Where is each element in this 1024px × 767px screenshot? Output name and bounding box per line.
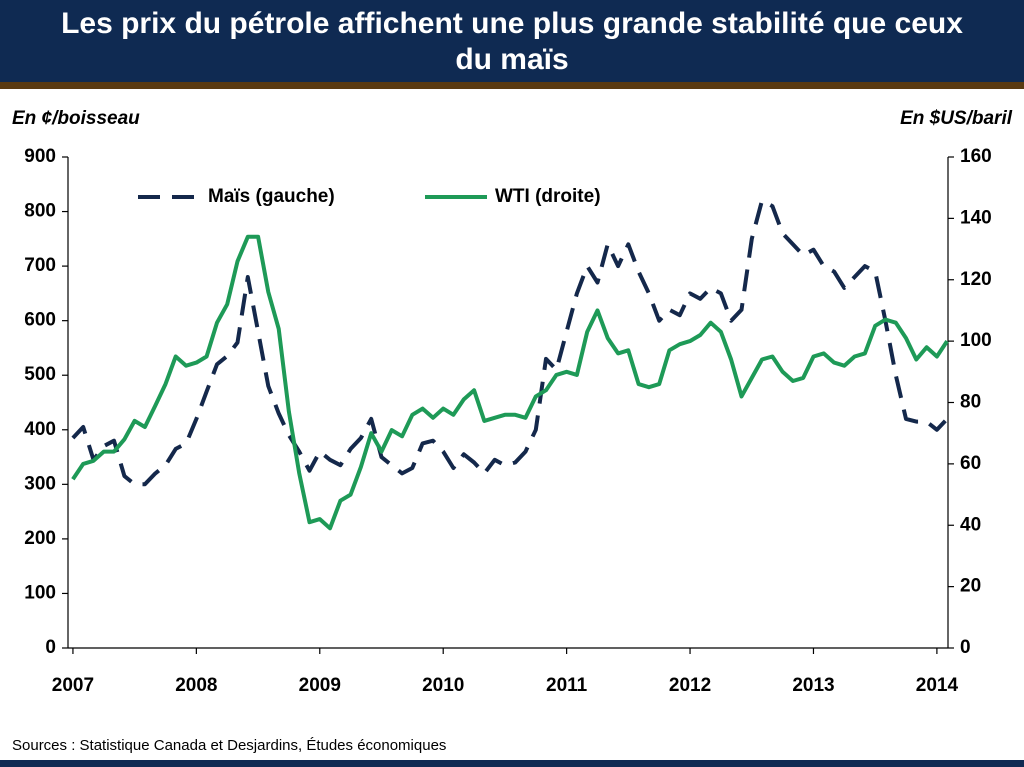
y2-tick-label: 0: [960, 637, 971, 658]
y2-tick-label: 140: [960, 207, 992, 228]
y-tick-label: 300: [24, 473, 56, 494]
chart-title: Les prix du pétrole affichent une plus g…: [61, 7, 963, 76]
y-tick-label: 100: [24, 582, 56, 603]
y2-tick-label: 60: [960, 453, 981, 474]
y-tick-label: 500: [24, 364, 56, 385]
series-line: [71, 234, 949, 531]
y-tick-label: 600: [24, 310, 56, 331]
y-tick-label: 800: [24, 201, 56, 222]
title-stripe: [0, 82, 1024, 89]
y2-axis-label: En $US/baril: [900, 108, 1013, 129]
x-tick-label: 2009: [299, 675, 341, 696]
y-axis-label: En ¢/boisseau: [12, 108, 140, 129]
y-tick-label: 200: [24, 528, 56, 549]
x-tick-label: 2012: [669, 675, 711, 696]
y-tick-label: 700: [24, 255, 56, 276]
y2-tick-label: 80: [960, 392, 981, 413]
y-tick-label: 400: [24, 419, 56, 440]
legend-label: Maïs (gauche): [208, 186, 335, 207]
y2-tick-label: 160: [960, 146, 992, 167]
y2-tick-label: 40: [960, 514, 981, 535]
x-tick-label: 2013: [792, 675, 834, 696]
source: Sources : Statistique Canada et Desjardi…: [12, 737, 446, 754]
x-tick-label: 2007: [52, 675, 94, 696]
title-band: [0, 0, 1024, 82]
y2-tick-label: 20: [960, 576, 981, 597]
y-tick-label: 0: [45, 637, 56, 658]
y2-tick-label: 120: [960, 269, 992, 290]
x-tick-label: 2010: [422, 675, 464, 696]
x-tick-label: 2011: [546, 675, 588, 696]
y2-tick-label: 100: [960, 330, 992, 351]
x-tick-label: 2014: [916, 675, 959, 696]
y-tick-label: 900: [24, 146, 56, 167]
series-line: [71, 198, 949, 487]
footer-band: [0, 760, 1024, 767]
legend-label: WTI (droite): [495, 186, 601, 207]
x-tick-label: 2008: [175, 675, 217, 696]
